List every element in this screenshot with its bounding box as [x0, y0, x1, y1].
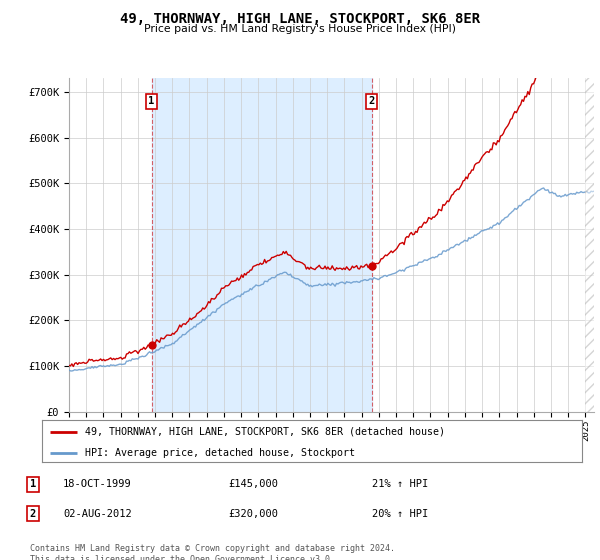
Text: £145,000: £145,000	[228, 479, 278, 489]
Text: HPI: Average price, detached house, Stockport: HPI: Average price, detached house, Stoc…	[85, 448, 355, 458]
Text: 2: 2	[30, 508, 36, 519]
Text: Price paid vs. HM Land Registry's House Price Index (HPI): Price paid vs. HM Land Registry's House …	[144, 24, 456, 34]
Text: Contains HM Land Registry data © Crown copyright and database right 2024.
This d: Contains HM Land Registry data © Crown c…	[30, 544, 395, 560]
Text: £320,000: £320,000	[228, 508, 278, 519]
Text: 20% ↑ HPI: 20% ↑ HPI	[372, 508, 428, 519]
Text: 1: 1	[30, 479, 36, 489]
Text: 02-AUG-2012: 02-AUG-2012	[63, 508, 132, 519]
Text: 49, THORNWAY, HIGH LANE, STOCKPORT, SK6 8ER (detached house): 49, THORNWAY, HIGH LANE, STOCKPORT, SK6 …	[85, 427, 445, 437]
Text: 1: 1	[148, 96, 155, 106]
Text: 49, THORNWAY, HIGH LANE, STOCKPORT, SK6 8ER: 49, THORNWAY, HIGH LANE, STOCKPORT, SK6 …	[120, 12, 480, 26]
Text: 2: 2	[368, 96, 375, 106]
Bar	[152, 78, 371, 412]
Text: 21% ↑ HPI: 21% ↑ HPI	[372, 479, 428, 489]
Text: 18-OCT-1999: 18-OCT-1999	[63, 479, 132, 489]
